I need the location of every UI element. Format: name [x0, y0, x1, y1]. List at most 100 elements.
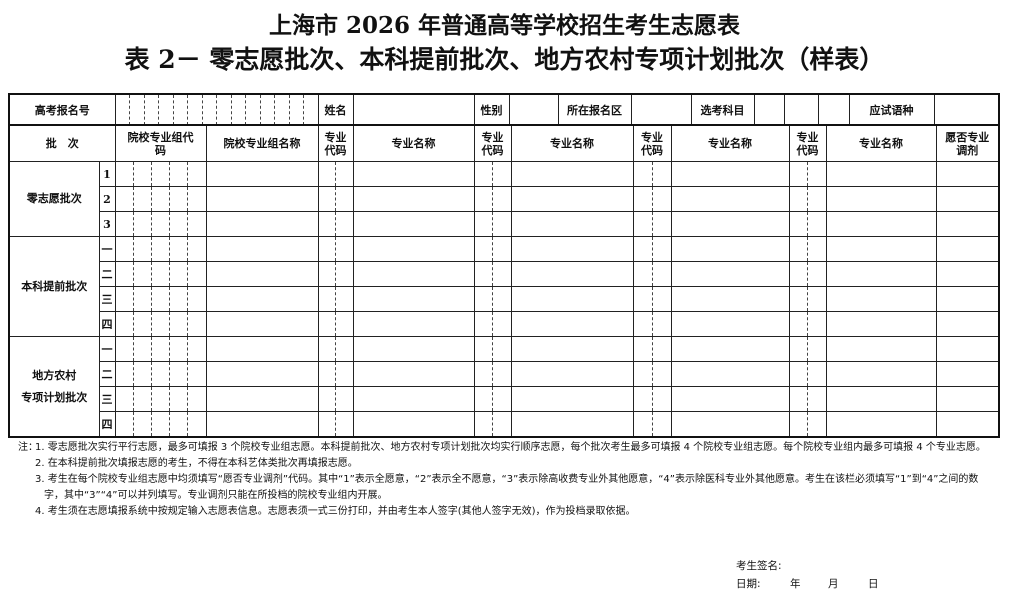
digit-box[interactable]	[634, 338, 652, 361]
digit-box[interactable]	[319, 388, 335, 411]
major-name-cell[interactable]	[352, 286, 475, 312]
digit-box[interactable]	[150, 162, 169, 186]
name-field[interactable]	[352, 93, 475, 126]
digit-box[interactable]	[475, 288, 492, 311]
major-name-cell[interactable]	[670, 286, 790, 312]
major-code-cell[interactable]	[473, 386, 512, 412]
digit-box[interactable]	[651, 237, 671, 261]
digit-box[interactable]	[288, 95, 304, 125]
digit-box[interactable]	[651, 362, 671, 386]
major-name-cell[interactable]	[825, 211, 937, 237]
digit-box[interactable]	[150, 212, 169, 236]
digit-box[interactable]	[116, 412, 133, 436]
major-name-cell[interactable]	[825, 311, 937, 337]
digit-box[interactable]	[492, 237, 510, 261]
digit-box[interactable]	[187, 262, 205, 286]
digit-box[interactable]	[634, 313, 652, 336]
digit-box[interactable]	[790, 412, 807, 436]
digit-box[interactable]	[187, 312, 205, 336]
major-name-cell[interactable]	[670, 336, 790, 362]
digit-box[interactable]	[475, 188, 492, 211]
subject-field-2[interactable]	[783, 93, 819, 126]
adjust-cell[interactable]	[935, 186, 1000, 212]
major-name-cell[interactable]	[352, 161, 475, 187]
major-code-cell[interactable]	[473, 161, 512, 187]
digit-box[interactable]	[492, 337, 510, 361]
digit-box[interactable]	[116, 238, 133, 261]
digit-box[interactable]	[651, 337, 671, 361]
digit-box[interactable]	[634, 388, 652, 411]
digit-box[interactable]	[651, 262, 671, 286]
digit-box[interactable]	[116, 95, 129, 125]
major-name-cell[interactable]	[510, 261, 634, 287]
digit-box[interactable]	[187, 187, 205, 211]
major-code-cell[interactable]	[788, 336, 827, 362]
major-name-cell[interactable]	[510, 286, 634, 312]
major-code-cell[interactable]	[317, 186, 354, 212]
digit-box[interactable]	[132, 312, 151, 336]
digit-box[interactable]	[475, 263, 492, 286]
digit-box[interactable]	[807, 187, 825, 211]
digit-box[interactable]	[807, 412, 825, 436]
major-name-cell[interactable]	[510, 361, 634, 387]
major-code-cell[interactable]	[473, 261, 512, 287]
major-name-cell[interactable]	[352, 261, 475, 287]
digit-box[interactable]	[150, 237, 169, 261]
digit-box[interactable]	[158, 95, 173, 125]
major-code-cell[interactable]	[632, 336, 672, 362]
digit-box[interactable]	[132, 387, 151, 411]
major-code-cell[interactable]	[632, 186, 672, 212]
digit-box[interactable]	[475, 163, 492, 186]
digit-box[interactable]	[335, 412, 352, 436]
major-code-cell[interactable]	[473, 286, 512, 312]
digit-box[interactable]	[116, 313, 133, 336]
major-name-cell[interactable]	[510, 336, 634, 362]
major-name-cell[interactable]	[670, 211, 790, 237]
digit-box[interactable]	[132, 362, 151, 386]
digit-box[interactable]	[634, 213, 652, 236]
major-code-cell[interactable]	[788, 311, 827, 337]
digit-box[interactable]	[651, 212, 671, 236]
digit-box[interactable]	[790, 163, 807, 186]
major-code-cell[interactable]	[317, 236, 354, 262]
major-name-cell[interactable]	[825, 361, 937, 387]
major-code-cell[interactable]	[317, 361, 354, 387]
digit-box[interactable]	[651, 187, 671, 211]
subject-field-1[interactable]	[753, 93, 785, 126]
major-code-cell[interactable]	[788, 236, 827, 262]
major-code-cell[interactable]	[317, 336, 354, 362]
digit-box[interactable]	[319, 163, 335, 186]
major-name-cell[interactable]	[510, 236, 634, 262]
digit-box[interactable]	[169, 312, 187, 336]
digit-box[interactable]	[150, 412, 169, 436]
group-name-cell[interactable]	[205, 211, 319, 237]
digit-box[interactable]	[216, 95, 231, 125]
digit-box[interactable]	[201, 95, 217, 125]
digit-box[interactable]	[169, 337, 187, 361]
district-field[interactable]	[630, 93, 692, 126]
major-code-cell[interactable]	[788, 361, 827, 387]
digit-box[interactable]	[187, 337, 205, 361]
digit-box[interactable]	[169, 237, 187, 261]
digit-box[interactable]	[634, 363, 652, 386]
digit-box[interactable]	[492, 387, 510, 411]
digit-box[interactable]	[634, 238, 652, 261]
major-name-cell[interactable]	[825, 386, 937, 412]
digit-box[interactable]	[807, 362, 825, 386]
adjust-cell[interactable]	[935, 361, 1000, 387]
digit-box[interactable]	[319, 338, 335, 361]
digit-box[interactable]	[651, 162, 671, 186]
digit-box[interactable]	[129, 95, 144, 125]
digit-box[interactable]	[790, 338, 807, 361]
digit-box[interactable]	[492, 187, 510, 211]
group-name-cell[interactable]	[205, 286, 319, 312]
digit-box[interactable]	[790, 363, 807, 386]
adjust-cell[interactable]	[935, 211, 1000, 237]
major-name-cell[interactable]	[825, 286, 937, 312]
digit-box[interactable]	[187, 237, 205, 261]
digit-box[interactable]	[187, 162, 205, 186]
major-name-cell[interactable]	[825, 261, 937, 287]
digit-box[interactable]	[116, 363, 133, 386]
digit-box[interactable]	[634, 163, 652, 186]
digit-box[interactable]	[492, 212, 510, 236]
